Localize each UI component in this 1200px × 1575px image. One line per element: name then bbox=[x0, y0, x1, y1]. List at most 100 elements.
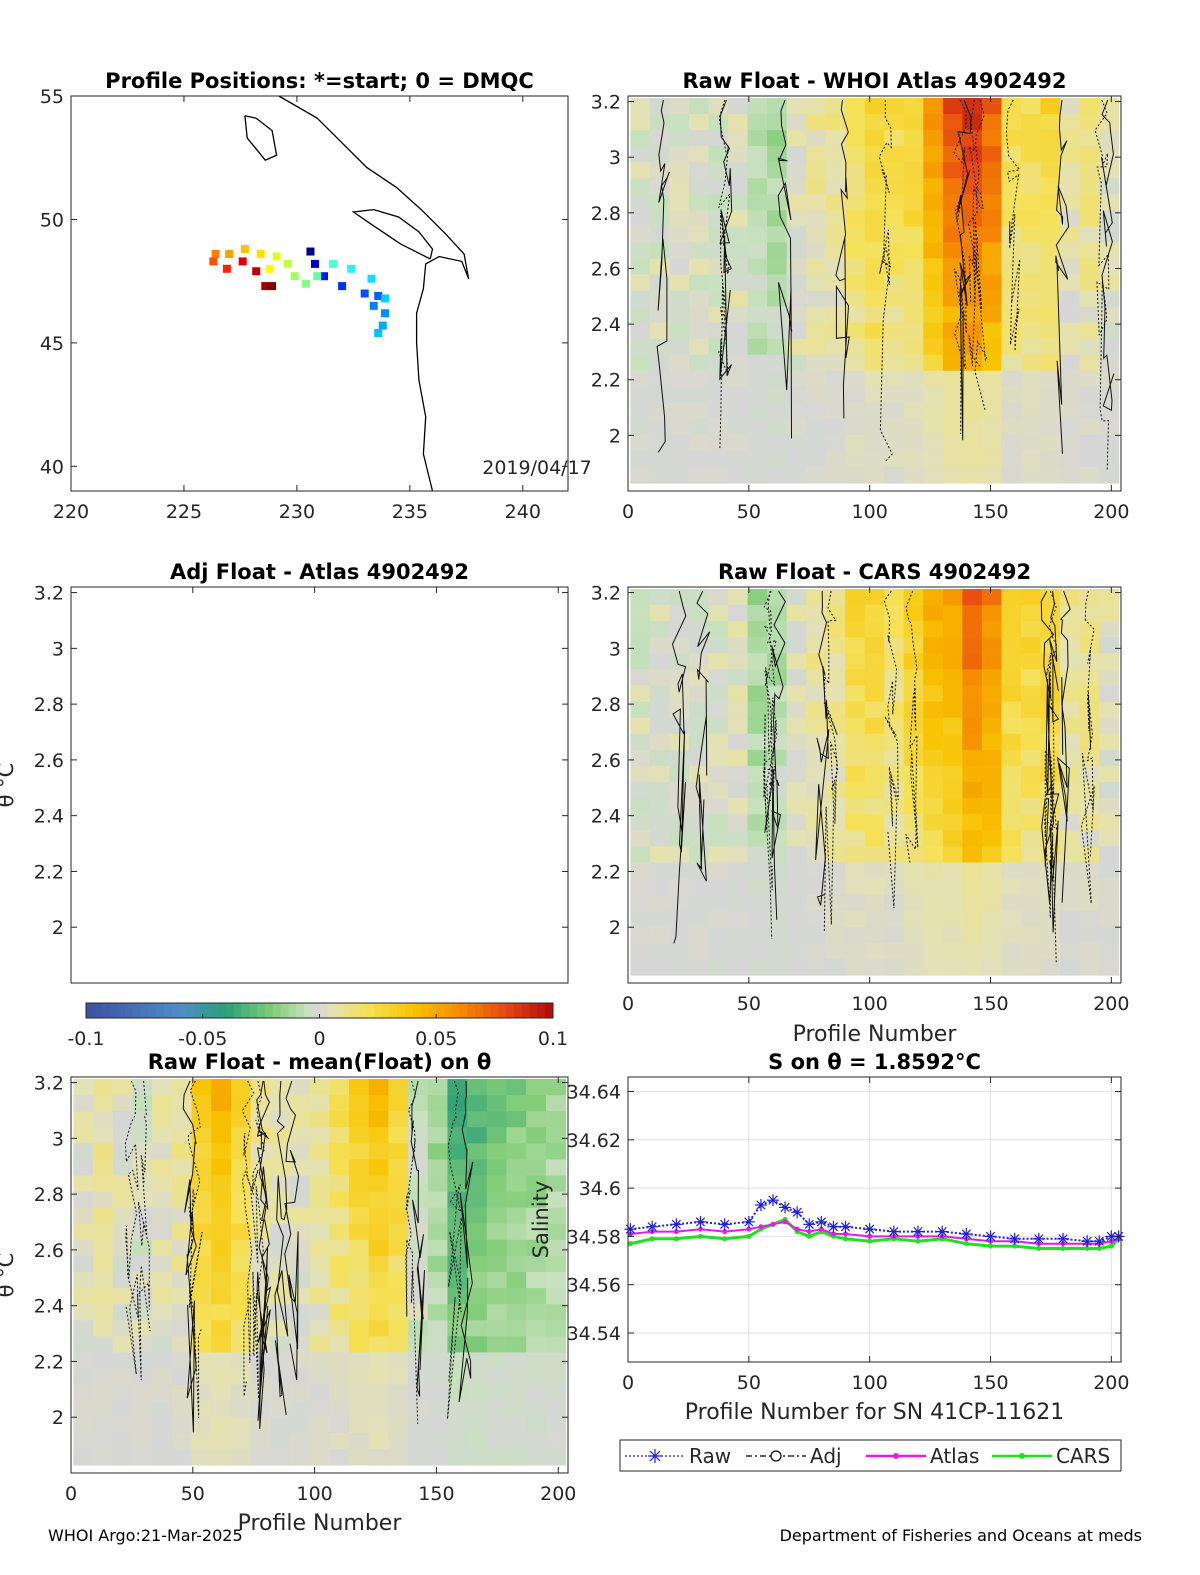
heat-cell bbox=[93, 1239, 114, 1257]
heat-cell bbox=[211, 1111, 232, 1128]
ytick-label-adj_atlas: 2.4 bbox=[34, 806, 64, 828]
heat-cell bbox=[630, 798, 651, 815]
heat-cell bbox=[427, 1207, 449, 1225]
heat-cell bbox=[211, 1336, 232, 1354]
heat-cell bbox=[630, 749, 651, 767]
heat-cell bbox=[669, 685, 690, 703]
heat-cell bbox=[1020, 782, 1042, 799]
heat-cell bbox=[1020, 910, 1042, 928]
heat-cell bbox=[864, 402, 885, 420]
heat-cell bbox=[289, 1095, 311, 1112]
heat-cell bbox=[669, 162, 690, 179]
heat-cell bbox=[388, 1272, 409, 1289]
heat-cell bbox=[630, 846, 651, 864]
legend-marker-raw bbox=[649, 1450, 661, 1462]
heat-cell bbox=[309, 1079, 330, 1096]
heat-cell bbox=[1040, 146, 1061, 163]
track-point bbox=[252, 267, 261, 276]
heat-cell bbox=[368, 1304, 389, 1321]
heat-cell bbox=[1099, 798, 1120, 815]
heat-cell bbox=[289, 1079, 311, 1096]
heat-cell bbox=[669, 178, 690, 195]
heat-cell bbox=[747, 306, 768, 324]
heat-cell bbox=[73, 1159, 94, 1177]
heat-cell bbox=[1079, 386, 1100, 404]
heat-cell bbox=[368, 1416, 389, 1434]
heat-cell bbox=[825, 878, 846, 896]
heat-cell bbox=[962, 701, 983, 719]
heat-cell bbox=[923, 418, 944, 436]
heat-cell bbox=[708, 637, 729, 654]
heat-cell bbox=[981, 466, 1003, 484]
heat-cell bbox=[486, 1304, 508, 1321]
heat-cell bbox=[329, 1400, 350, 1418]
heat-cell bbox=[408, 1159, 429, 1177]
contour-line bbox=[405, 1080, 419, 1424]
heat-cell bbox=[688, 830, 710, 847]
heat-cell bbox=[1001, 830, 1022, 847]
heat-cell bbox=[1001, 466, 1022, 484]
heat-cell bbox=[825, 370, 846, 388]
heat-cell bbox=[903, 258, 924, 276]
heat-cell bbox=[211, 1272, 232, 1289]
heat-cell bbox=[845, 98, 866, 115]
heat-cell bbox=[388, 1336, 409, 1354]
contour-line bbox=[815, 590, 830, 906]
heat-cell bbox=[962, 926, 983, 944]
ytick-label-salinity: 34.64 bbox=[567, 1081, 621, 1103]
heat-cell bbox=[923, 701, 944, 719]
heat-cell bbox=[903, 338, 924, 356]
heat-cell bbox=[368, 1448, 389, 1466]
heat-cell bbox=[152, 1304, 173, 1321]
heat-cell bbox=[93, 1432, 114, 1450]
heat-cell bbox=[630, 621, 651, 638]
heat-cell bbox=[506, 1368, 527, 1386]
heat-cell bbox=[747, 701, 768, 719]
ytick-label-raw_atlas: 2.8 bbox=[591, 203, 621, 225]
heat-cell bbox=[708, 162, 729, 179]
heat-cell bbox=[368, 1127, 389, 1144]
heat-cell bbox=[864, 621, 885, 638]
heat-cell bbox=[349, 1272, 370, 1289]
contour-line bbox=[284, 1080, 300, 1381]
heat-cell bbox=[630, 653, 651, 671]
heat-cell bbox=[1001, 242, 1022, 260]
track-point bbox=[268, 282, 277, 291]
heat-cell bbox=[728, 418, 749, 436]
heat-cell bbox=[806, 733, 827, 751]
heat-cell bbox=[270, 1400, 291, 1418]
heat-cell bbox=[708, 354, 729, 372]
heat-cell bbox=[923, 878, 944, 896]
heat-cell bbox=[864, 146, 885, 163]
heat-cell bbox=[728, 878, 749, 896]
heat-cell bbox=[747, 386, 768, 404]
heat-cell bbox=[1020, 130, 1042, 147]
contour-line bbox=[1056, 590, 1071, 903]
heat-cell bbox=[806, 418, 827, 436]
heat-cell bbox=[230, 1239, 252, 1257]
track-point bbox=[265, 264, 274, 273]
heat-cell bbox=[708, 466, 729, 484]
heat-cell bbox=[962, 194, 983, 211]
colorbar-segment bbox=[202, 1003, 212, 1018]
plot-area-salinity bbox=[628, 1077, 1121, 1362]
heat-cell bbox=[728, 290, 749, 308]
heat-cell bbox=[884, 862, 905, 880]
heat-cell bbox=[1099, 146, 1120, 163]
heat-cell bbox=[1020, 942, 1042, 960]
heat-cell bbox=[191, 1255, 212, 1273]
heat-cell bbox=[1079, 162, 1100, 179]
heat-cell bbox=[649, 258, 671, 276]
heat-cell bbox=[447, 1432, 468, 1450]
heat-cell bbox=[1099, 717, 1120, 735]
raw-marker-stroke bbox=[647, 1222, 657, 1232]
heat-cell bbox=[845, 958, 866, 976]
heat-cell bbox=[1079, 258, 1100, 276]
contour-line bbox=[656, 99, 670, 453]
track-point bbox=[290, 272, 299, 281]
heat-cell bbox=[427, 1384, 449, 1402]
heat-cell bbox=[93, 1095, 114, 1112]
heat-cell bbox=[942, 226, 963, 243]
heat-cell bbox=[864, 370, 885, 388]
heat-cell bbox=[981, 322, 1003, 340]
